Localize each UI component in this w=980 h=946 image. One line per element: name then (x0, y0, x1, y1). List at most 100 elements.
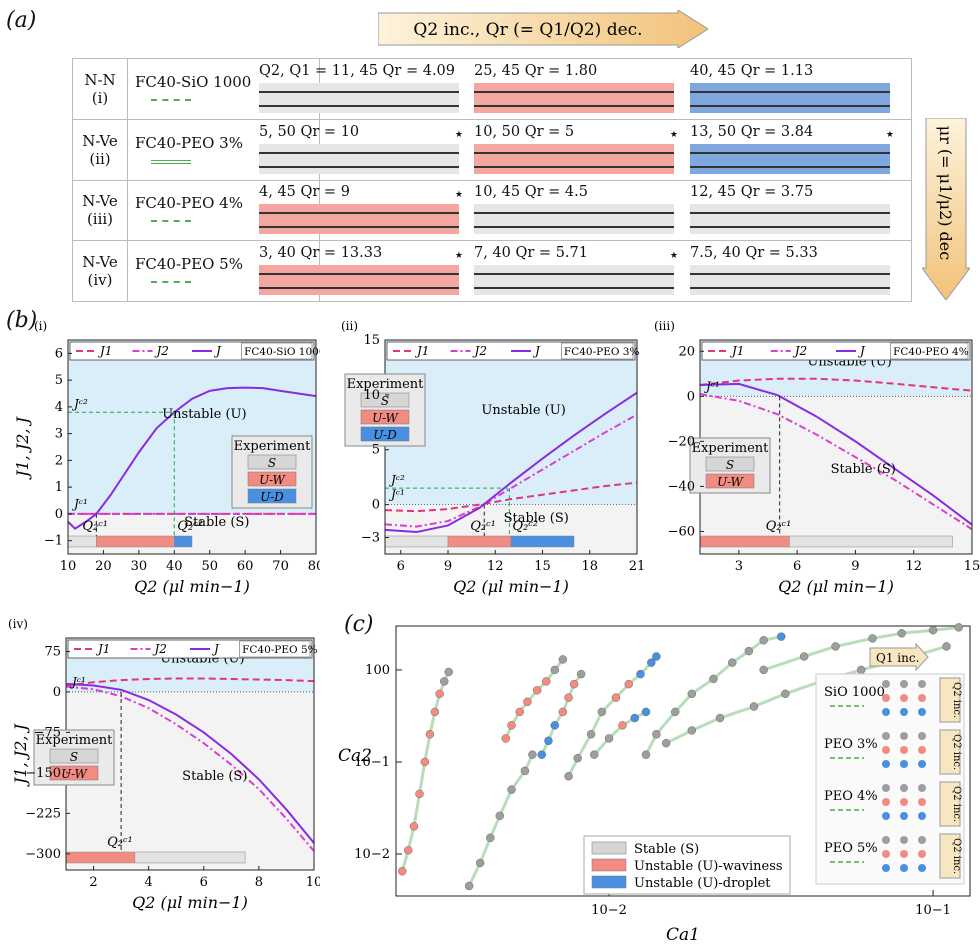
data-point (507, 785, 516, 794)
panel-a-letter: (a) (6, 8, 37, 33)
key-q2-label: Q2 inc. (951, 734, 962, 770)
legend-j: J (857, 344, 866, 358)
experiment-band (67, 535, 97, 548)
data-point (831, 642, 840, 651)
stable-region (68, 513, 316, 554)
data-point (415, 789, 424, 799)
y-tick-label: −225 (25, 806, 61, 821)
system-type: N-Ve (82, 131, 118, 150)
key-q2-arrow (939, 677, 961, 723)
key-marker (918, 732, 926, 740)
key-marker (900, 708, 908, 716)
legend-fluid-box (239, 640, 311, 658)
key-marker (900, 798, 908, 806)
q2c2-annotation: Q₂ᶜ² (512, 519, 538, 534)
key-q1-label: Q1 inc. (876, 651, 919, 665)
data-point (715, 713, 725, 723)
key-q1-arrow (869, 642, 929, 672)
channel-snapshot (690, 204, 890, 234)
key-marker (918, 864, 926, 872)
data-point (687, 689, 696, 699)
data-point (618, 721, 627, 730)
key-marker (918, 798, 926, 806)
x-tick-label: 12 (905, 559, 922, 574)
panel-c-letter: (c) (344, 612, 374, 637)
q2c1-annotation: Q₂ᶜ¹ (82, 519, 108, 534)
system-index: (iv) (87, 270, 113, 289)
key-marker (900, 680, 908, 688)
x-tick-label: 50 (201, 559, 218, 574)
key-marker (882, 850, 890, 858)
x-tick-label: 18 (581, 559, 598, 574)
y-tick-label: −20 (668, 434, 695, 449)
x-tick-label: 10−2 (591, 903, 627, 918)
y-tick-label: 3 (55, 427, 63, 442)
experiment-swatch-u-d (360, 426, 410, 442)
snapshot-label: 10, 50 Qr = 5 (474, 123, 575, 140)
experiment-label-u-w: U-W (717, 475, 744, 489)
key-marker (900, 760, 908, 768)
legend-j1: J1 (729, 344, 744, 358)
key-marker (882, 694, 890, 702)
y-axis-label: Ca2 (338, 746, 372, 766)
chart-c: 10−2 10−1 10−2 10−1 100 Ca1 Ca2 Stable (S) Unsta… (338, 623, 971, 945)
experiment-legend-title: Experiment (692, 441, 770, 456)
x-tick-label: 4 (145, 875, 153, 890)
key-marker (882, 864, 890, 872)
data-point (507, 721, 516, 730)
snapshot-label: 25, 45 Qr = 1.80 (474, 63, 598, 79)
snapshot-cell: 10, 50 Qr = 5 ★ (468, 120, 686, 180)
key-q2-label: Q2 inc. (951, 786, 962, 822)
data-point (464, 881, 474, 891)
experiment-swatch-u-w (49, 765, 99, 781)
experiment-label-s: S (268, 456, 276, 470)
snapshot-label: Q2, Q1 = 11, 45 Qr = 4.09 (259, 63, 456, 79)
data-point (425, 730, 435, 739)
jc2-annotation: Jᶜ² (388, 473, 405, 487)
key-row-label: SiO 1000 (824, 685, 885, 700)
fluid-line-style (151, 159, 191, 164)
data-point (597, 707, 607, 717)
legend-fluid-box (561, 342, 634, 360)
legend-label: Unstable (U)-droplet (634, 876, 771, 891)
channel-snapshot (259, 143, 459, 174)
key-q2-label: Q2 inc. (951, 838, 962, 874)
data-point (528, 750, 537, 759)
fit-line (400, 671, 451, 872)
key-marker (882, 708, 890, 716)
key-marker (900, 746, 908, 754)
experiment-band (699, 535, 790, 548)
legend-fluid: FC40-PEO 4% (893, 346, 969, 358)
fluid-line-style (151, 280, 191, 283)
experiment-band (96, 535, 175, 548)
data-point (641, 707, 651, 717)
data-point (661, 738, 671, 748)
table-row: N-Ve (ii) FC40-PEO 3% 5, 50 Qr = 10 ★ 10, 50 … (73, 119, 911, 181)
key-marker (900, 836, 908, 844)
channel-snapshot (474, 143, 674, 174)
data-point (611, 693, 621, 702)
snapshot-label: 12, 45 Qr = 3.75 (690, 184, 814, 200)
snapshot-label: 10, 45 Qr = 4.5 (474, 184, 588, 200)
channel-snapshot (474, 204, 674, 234)
data-point (486, 833, 495, 843)
top-arrow-text: Q2 inc., Qr (= Q1/Q2) dec. (413, 20, 642, 40)
data-point (440, 677, 449, 686)
data-point (954, 623, 963, 632)
data-point (759, 636, 768, 645)
data-point (652, 652, 661, 661)
x-tick-label: 2 (89, 875, 97, 890)
experiment-grid: N-N (i) FC40-SiO 1000 Q2, Q1 = 11, 45 Qr = … (72, 58, 912, 302)
data-point (856, 665, 866, 675)
chart-legend: Stable (S) Unstable (U)-waviness Unstable … (583, 835, 791, 895)
sub-label: (ii) (341, 319, 358, 333)
key-marker (918, 708, 926, 716)
stable-label: Stable (S) (184, 515, 249, 530)
legend-swatch (591, 858, 627, 872)
x-axis-label: Q2 (μl min−1) (132, 893, 248, 912)
sub-label: (iii) (654, 319, 675, 333)
experiment-band (789, 535, 953, 548)
x-tick-label: 70 (272, 559, 289, 574)
data-point (641, 750, 651, 759)
y-tick-label: −300 (25, 847, 61, 862)
